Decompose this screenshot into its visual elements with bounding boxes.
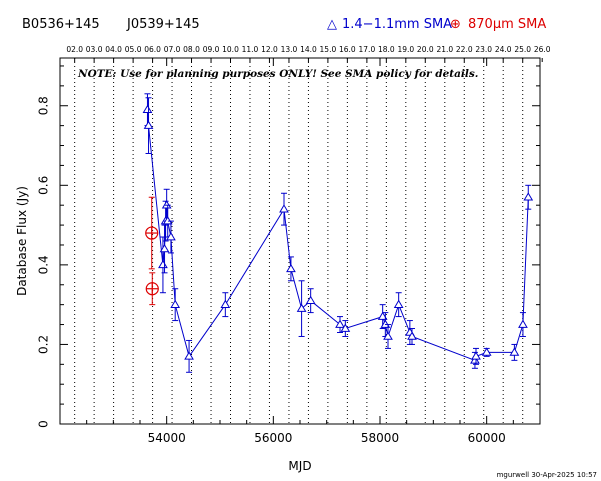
- top-year-tick-label: 06.0: [144, 45, 161, 54]
- top-year-tick-label: 13.0: [281, 45, 298, 54]
- mm-data-point: [340, 323, 351, 332]
- top-year-tick-label: 16.0: [339, 45, 356, 54]
- top-year-tick-label: 21.0: [436, 45, 453, 54]
- mm-data-point: [296, 303, 307, 312]
- top-year-tick-label: 02.0: [66, 45, 83, 54]
- top-year-tick-label: 03.0: [86, 45, 103, 54]
- planning-note: NOTE: Use for planning purposes ONLY! Se…: [77, 68, 478, 80]
- submm-data-point: [145, 226, 159, 240]
- mm-data-point: [166, 232, 176, 241]
- top-year-tick-label: 14.0: [300, 45, 317, 54]
- mm-data-point: [509, 347, 520, 356]
- legend-mm-label: 1.4−1.1mm SMA: [342, 17, 452, 32]
- mm-data-point: [407, 331, 417, 340]
- mm-data-point: [170, 299, 181, 308]
- y-tick-label: 0.2: [37, 335, 51, 354]
- mm-data-point: [142, 104, 153, 114]
- mm-data-point: [184, 351, 194, 360]
- top-year-tick-label: 26.0: [534, 45, 551, 54]
- legend-submm-symbol: ⊕: [450, 17, 461, 32]
- source-name-primary: B0536+145: [22, 17, 100, 32]
- mm-data-point: [286, 263, 296, 273]
- y-tick-label: 0.6: [37, 176, 51, 195]
- x-tick-label: 58000: [361, 431, 399, 445]
- mm-data-point: [377, 311, 388, 320]
- mm-data-point: [335, 319, 345, 328]
- mm-data-point: [161, 200, 172, 209]
- top-year-tick-label: 25.0: [514, 45, 531, 54]
- top-year-tick-label: 19.0: [397, 45, 414, 54]
- plot-frame: [59, 57, 541, 425]
- mm-data-point: [523, 192, 534, 201]
- mm-data-point: [158, 259, 168, 269]
- top-year-tick-label: 04.0: [105, 45, 122, 54]
- top-year-tick-label: 10.0: [222, 45, 239, 54]
- mm-data-point: [470, 355, 480, 364]
- mm-data-point: [162, 216, 173, 225]
- mm-data-point: [518, 319, 528, 328]
- top-year-tick-label: 05.0: [125, 45, 142, 54]
- x-axis-label: MJD: [288, 459, 311, 473]
- top-year-tick-label: 24.0: [495, 45, 512, 54]
- mm-data-point: [305, 295, 316, 304]
- mm-data-point: [383, 331, 393, 340]
- mm-series-line: [147, 109, 529, 361]
- top-year-tick-label: 08.0: [183, 45, 200, 54]
- top-year-tick-label: 15.0: [320, 45, 337, 54]
- y-tick-label: 0.4: [37, 255, 51, 274]
- mm-data-point: [481, 347, 492, 356]
- mm-data-point: [380, 319, 391, 328]
- mm-data-point: [143, 120, 154, 129]
- top-year-tick-label: 17.0: [359, 45, 376, 54]
- mm-data-point: [159, 243, 170, 253]
- y-tick-label: 0.8: [37, 96, 51, 115]
- legend-submm-label: 870μm SMA: [468, 17, 546, 32]
- y-axis-label: Database Flux (Jy): [15, 186, 29, 296]
- mm-data-point: [471, 351, 481, 360]
- footer-credit: mgurwell 30-Apr-2025 10:57: [497, 471, 597, 479]
- mm-data-point: [393, 299, 404, 308]
- mm-data-point: [279, 204, 289, 213]
- top-year-tick-label: 18.0: [378, 45, 395, 54]
- top-year-tick-label: 23.0: [475, 45, 492, 54]
- x-tick-label: 54000: [148, 431, 186, 445]
- x-tick-label: 60000: [468, 431, 506, 445]
- legend-mm-symbol: △: [327, 17, 337, 32]
- top-year-tick-label: 20.0: [417, 45, 434, 54]
- top-year-tick-label: 12.0: [261, 45, 278, 54]
- x-tick-label: 56000: [254, 431, 292, 445]
- source-name-alias: J0539+145: [126, 17, 200, 32]
- mm-data-point: [220, 299, 231, 308]
- top-year-tick-label: 22.0: [456, 45, 473, 54]
- top-year-tick-label: 09.0: [203, 45, 220, 54]
- y-tick-label: 0: [37, 420, 51, 428]
- submm-data-point: [145, 282, 159, 296]
- top-year-tick-label: 11.0: [242, 45, 259, 54]
- top-year-tick-label: 07.0: [164, 45, 181, 54]
